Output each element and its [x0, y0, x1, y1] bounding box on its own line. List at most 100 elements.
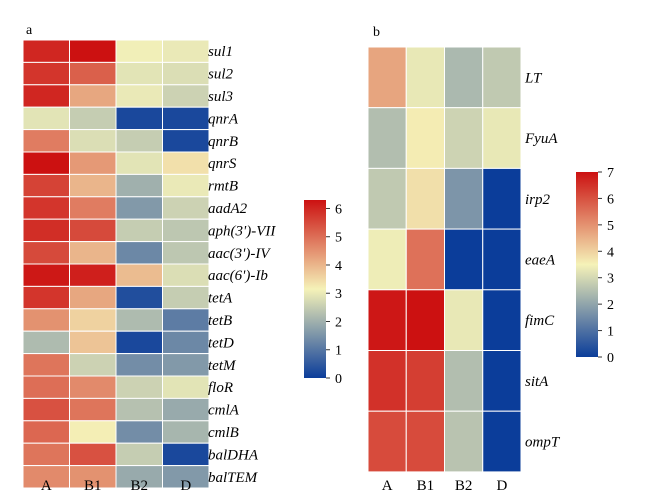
- heatmap-cell: [69, 353, 117, 377]
- row-label: FyuA: [524, 131, 558, 147]
- heatmap-cell: [22, 353, 70, 377]
- colorbar-tick-label: 2: [607, 298, 614, 313]
- heatmap-cell: [22, 263, 70, 287]
- heatmap-cell: [482, 107, 522, 169]
- heatmap-cell: [405, 228, 445, 291]
- heatmap-cell: [22, 106, 70, 131]
- heatmap-cell: [69, 420, 117, 444]
- heatmap-cell: [162, 84, 210, 108]
- heatmap-cell: [367, 289, 407, 351]
- row-label: sul3: [208, 89, 233, 105]
- row-label: cmlA: [208, 403, 240, 419]
- colorbar-tick-label: 1: [607, 325, 614, 340]
- colorbar-tick-label: 7: [607, 166, 614, 181]
- heatmap-cell: [162, 442, 210, 467]
- heatmap-cell: [22, 196, 70, 220]
- colorbar-tick-label: 4: [607, 245, 614, 260]
- row-label: aph(3')-VII: [208, 223, 276, 239]
- heatmap-cell: [162, 61, 210, 86]
- heatmap-cell: [115, 330, 163, 355]
- colorbar-gradient: [304, 200, 326, 378]
- heatmap-b: LT FyuA irp2 eaeA fimC sitA ompT A B1 B2 D: [367, 46, 561, 494]
- heatmap-cell: [162, 465, 210, 489]
- row-label: qnrS: [208, 156, 237, 172]
- heatmap-cell: [69, 375, 117, 399]
- heatmap-cell: [405, 107, 445, 169]
- heatmap-cell: [22, 151, 70, 175]
- colorbar-tick-label: 2: [335, 315, 342, 330]
- row-label: cmlB: [208, 425, 239, 441]
- heatmap-cell: [115, 84, 163, 108]
- heatmap-cell: [162, 173, 210, 198]
- heatmap-cell: [115, 353, 163, 377]
- heatmap-cell: [22, 39, 70, 63]
- heatmap-cell: [69, 442, 117, 467]
- heatmap-cell: [22, 285, 70, 310]
- colorbar-tick-label: 6: [335, 202, 342, 217]
- row-label: tetD: [208, 335, 234, 351]
- heatmap-cell: [22, 61, 70, 86]
- heatmap-cell: [115, 218, 163, 243]
- row-label: LT: [524, 70, 543, 86]
- heatmap-cell: [444, 410, 484, 473]
- row-label: irp2: [525, 192, 551, 208]
- row-label: sitA: [525, 374, 549, 390]
- heatmap-cell: [115, 61, 163, 86]
- heatmap-cell: [367, 167, 407, 230]
- column-label: B2: [455, 478, 473, 494]
- heatmap-cell: [405, 410, 445, 473]
- row-label: fimC: [525, 313, 555, 329]
- heatmap-cell: [162, 285, 210, 310]
- heatmap-cell: [405, 289, 445, 351]
- row-label: tetA: [208, 291, 233, 307]
- colorbar-tick-label: 3: [607, 272, 614, 287]
- heatmap-a: sul1 sul2 sul3 qnrA qnrB qnrS rmtB aadA2 aph(3')…: [22, 39, 276, 494]
- heatmap-cell: [444, 167, 484, 230]
- row-label: balTEM: [208, 470, 259, 486]
- colorbar-tick-label: 5: [335, 231, 342, 246]
- heatmap-cell: [162, 353, 210, 377]
- heatmap-cell: [22, 442, 70, 467]
- colorbar-tick-label: 6: [607, 192, 614, 207]
- row-label: tetM: [208, 358, 237, 374]
- row-label: aac(3')-IV: [208, 246, 271, 262]
- heatmap-cell: [482, 350, 522, 412]
- heatmap-cell: [162, 420, 210, 444]
- heatmap-cell: [69, 39, 117, 63]
- heatmap-cell: [115, 308, 163, 332]
- heatmap-cell: [69, 308, 117, 332]
- row-label: sul2: [208, 67, 234, 83]
- heatmap-cell: [115, 263, 163, 287]
- heatmap-cell: [69, 196, 117, 220]
- heatmap-cell: [115, 173, 163, 198]
- heatmap-cell: [69, 151, 117, 175]
- heatmap-cell: [405, 46, 445, 109]
- heatmap-cell: [22, 308, 70, 332]
- heatmap-cell: [22, 375, 70, 399]
- heatmap-cell: [162, 397, 210, 422]
- heatmap-cell: [22, 330, 70, 355]
- heatmap-cell: [22, 420, 70, 444]
- row-label: sul1: [208, 44, 233, 60]
- column-label: A: [41, 478, 52, 494]
- heatmap-cell: [367, 410, 407, 473]
- heatmap-cell: [69, 84, 117, 108]
- heatmap-cell: [69, 218, 117, 243]
- heatmap-cell: [162, 196, 210, 220]
- heatmap-cell: [367, 46, 407, 109]
- heatmap-cell: [69, 285, 117, 310]
- column-label: D: [180, 478, 191, 494]
- heatmap-cell: [115, 420, 163, 444]
- heatmap-cell: [162, 129, 210, 153]
- column-label: A: [382, 478, 393, 494]
- heatmap-cell: [162, 151, 210, 175]
- row-label: qnrB: [208, 134, 238, 150]
- heatmap-cell: [69, 106, 117, 131]
- colorbar-tick-label: 0: [607, 351, 614, 366]
- heatmap-cell: [162, 106, 210, 131]
- heatmap-cell: [22, 218, 70, 243]
- row-label: rmtB: [208, 179, 238, 195]
- heatmap-cell: [482, 228, 522, 291]
- heatmap-cell: [162, 39, 210, 63]
- heatmap-cell: [22, 84, 70, 108]
